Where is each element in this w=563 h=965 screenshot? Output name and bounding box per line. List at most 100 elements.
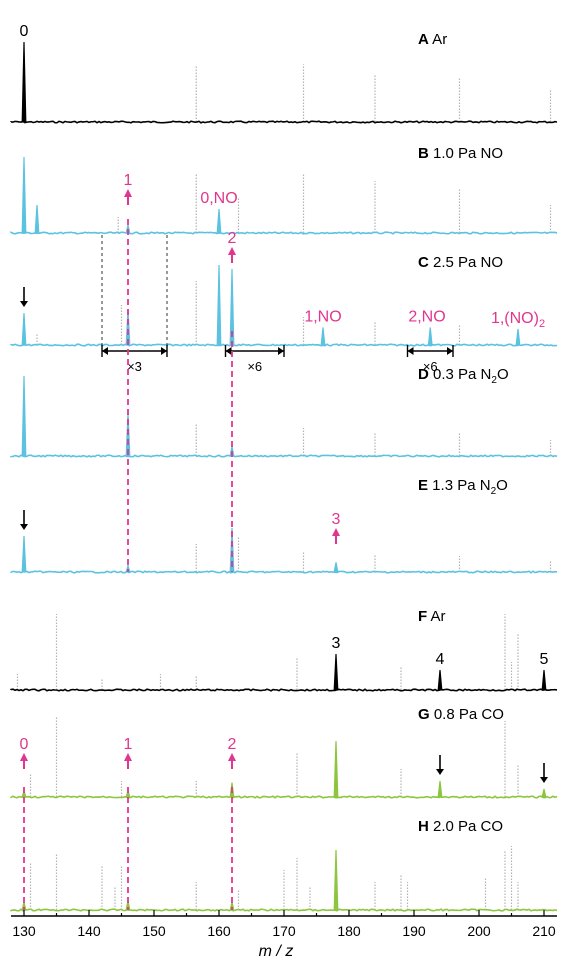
x-tick-label-170: 170 [272,923,296,939]
x-tick-label-190: 190 [402,923,426,939]
peak-label-f-2: 5 [540,651,549,668]
baseline-g [10,795,558,799]
down-arrowhead-e-0 [20,524,28,530]
peak-c-4 [320,327,326,346]
panel-letter: C [418,254,429,271]
panel-condition: Ar [429,31,447,48]
peak-label-g-2: 2 [228,736,237,753]
zoom-factor-2: ×6 [423,359,438,374]
panel-label-a: A Ar [418,31,447,48]
peak-e-0 [21,535,27,573]
panel-a: A Ar 0 [10,23,558,124]
panel-condition-end: O [496,477,508,494]
panel-letter: F [418,608,427,625]
peak-a-0 [21,41,27,123]
zoom-factor-0: ×3 [127,359,142,374]
panel-subscript: 2 [491,486,497,497]
peak-c-5 [427,327,433,346]
panel-condition-end: O [497,366,509,383]
overlay-layer [23,219,233,910]
panel-e: E 1.3 Pa N2O 3 [10,477,558,574]
panel-condition: 1.3 Pa N [428,477,491,494]
peak-label-c-1: 1,NO [304,308,341,325]
peak-h-3 [333,849,339,911]
zoom-arrow-right-2 [447,347,453,355]
panel-letter: G [418,706,430,723]
panel-label-h: H 2.0 Pa CO [418,818,503,835]
panel-f: F Ar 3 4 5 [10,608,558,692]
baseline-h [10,908,558,912]
peak-label-c-3: 1,(NO)2 [491,310,545,330]
panel-subscript: 2 [491,375,497,386]
label-arrowhead-g-1 [124,753,132,761]
baseline-e [10,570,558,574]
baseline-f [10,688,558,692]
zoom-arrow-left-1 [225,347,232,355]
baseline-a [10,120,558,124]
peak-f-1 [437,669,443,691]
peak-label-g-1: 1 [124,736,133,753]
panel-condition: 0.8 Pa CO [430,706,504,723]
label-arrowhead-e-0 [332,528,340,536]
peak-b-1 [34,204,40,234]
zoom-arrow-left-2 [407,347,414,355]
peak-g-5 [541,788,547,798]
zoom-arrow-right-1 [278,347,284,355]
panels-layer: A Ar 0 B 1.0 Pa NO 1 0,NO C 2.5 Pa NO 2 1,NO 2,N… [10,23,558,912]
peak-label-a-0: 0 [20,23,29,40]
panel-label-b: B 1.0 Pa NO [418,145,503,162]
x-tick-label-180: 180 [337,923,361,939]
x-tick-label-200: 200 [467,923,491,939]
label-arrowhead-c-0 [228,247,236,255]
panel-letter: E [418,477,428,494]
panel-c: C 2.5 Pa NO 2 1,NO 2,NO 1,(NO)2 ×3 ×6 ×6 [10,230,558,374]
panel-g: G 0.8 Pa CO 0 1 2 [10,706,558,799]
down-arrowhead-g-0 [436,769,444,775]
peak-b-0 [21,156,27,234]
panel-d: D 0.3 Pa N2O [10,366,558,458]
peak-label-c-0: 2 [228,230,237,247]
label-arrowhead-b-0 [124,189,132,197]
x-tick-label-210: 210 [532,923,556,939]
panel-condition: 1.0 Pa NO [429,145,503,162]
panel-letter: D [418,366,429,383]
x-axis-label: m / z [259,943,294,960]
panel-h: H 2.0 Pa CO [10,818,558,912]
panel-b: B 1.0 Pa NO 1 0,NO [10,145,558,235]
peak-c-6 [515,328,521,346]
label-arrowhead-g-0 [20,753,28,761]
panel-label-f: F Ar [418,608,446,625]
zoom-factor-1: ×6 [247,359,262,374]
x-tick-label-130: 130 [12,923,36,939]
down-arrowhead-g-1 [540,777,548,783]
panel-condition: Ar [427,608,445,625]
down-arrowhead-c-0 [20,301,28,307]
label-arrowhead-g-2 [228,753,236,761]
peak-label-g-0: 0 [20,736,29,753]
peak-label-f-0: 3 [332,635,341,652]
panel-condition: 0.3 Pa N [429,366,492,383]
panel-label-d: D 0.3 Pa N2O [418,366,509,386]
peak-c-0 [21,312,27,346]
panel-label-e: E 1.3 Pa N2O [418,477,508,497]
peak-d-0 [21,375,27,457]
peak-f-2 [541,669,547,691]
baseline-d [10,454,558,458]
x-tick-label-150: 150 [142,923,166,939]
peak-label-e-0: 3 [332,511,341,528]
peak-g-4 [437,780,443,798]
x-tick-label-160: 160 [207,923,231,939]
peak-label-f-1: 4 [436,651,445,668]
panel-letter: A [418,31,429,48]
panel-letter: H [418,818,429,835]
panel-condition: 2.0 Pa CO [429,818,503,835]
panel-label-g: G 0.8 Pa CO [418,706,504,723]
peak-f-0 [333,653,339,691]
x-axis: 130 140 150 160 170 180 190 200 210 m / z [11,910,557,960]
panel-letter: B [418,145,429,162]
peak-b-3 [216,208,222,234]
baseline-b [10,231,558,235]
zoom-arrow-left-0 [102,347,108,355]
peak-g-3 [333,740,339,798]
